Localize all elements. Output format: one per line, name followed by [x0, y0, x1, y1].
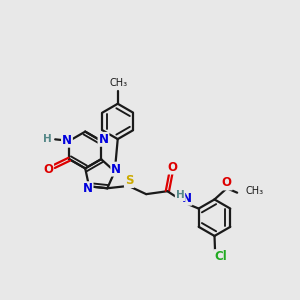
Text: H: H	[44, 134, 52, 144]
Text: N: N	[111, 163, 121, 176]
Text: N: N	[62, 134, 72, 147]
Text: O: O	[222, 176, 232, 190]
Text: S: S	[125, 174, 134, 187]
Text: O: O	[43, 163, 53, 176]
Text: CH₃: CH₃	[245, 187, 263, 196]
Text: N: N	[82, 182, 93, 195]
Text: CH₃: CH₃	[109, 78, 128, 88]
Text: N: N	[182, 192, 191, 205]
Text: Cl: Cl	[214, 250, 227, 263]
Text: N: N	[98, 133, 109, 146]
Text: O: O	[167, 160, 177, 174]
Text: H: H	[176, 190, 184, 200]
